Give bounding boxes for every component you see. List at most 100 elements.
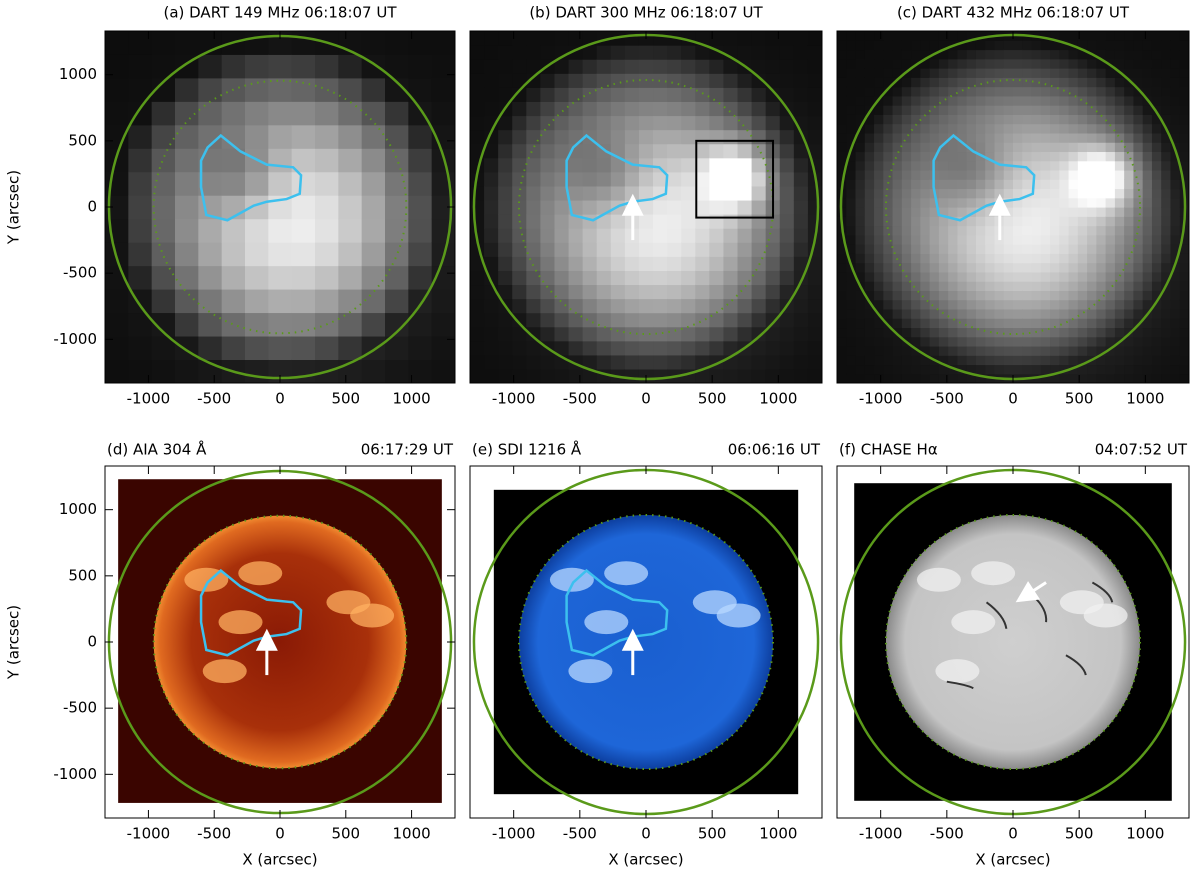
pixel — [901, 345, 912, 356]
pixel — [1151, 179, 1162, 190]
pixel — [883, 188, 894, 199]
pixel — [911, 234, 921, 245]
pixel — [994, 262, 1005, 273]
pixel — [582, 214, 598, 229]
pixel — [938, 151, 949, 162]
pixel — [883, 142, 894, 153]
pixel — [765, 115, 781, 131]
pixel — [1114, 207, 1125, 217]
pixel — [1105, 225, 1116, 236]
pixel — [1059, 207, 1070, 217]
pixel — [128, 359, 153, 383]
pixel — [938, 95, 949, 106]
pixel — [245, 265, 269, 290]
pixel — [1114, 151, 1125, 162]
pixel — [975, 262, 986, 273]
dotted-limb — [884, 513, 1142, 771]
pixel — [1022, 179, 1033, 190]
x-tick-label: 500 — [698, 390, 727, 408]
pixel — [1142, 207, 1153, 217]
pixel — [1151, 142, 1162, 153]
pixel — [846, 58, 857, 69]
x-tick-label: -1000 — [127, 825, 171, 843]
pixel — [779, 340, 795, 356]
bright-region — [202, 659, 247, 684]
pixel — [892, 299, 903, 310]
pixel — [1161, 95, 1172, 106]
pixel — [1013, 318, 1023, 329]
pixel — [1096, 132, 1107, 143]
pixel — [723, 115, 739, 131]
pixel — [1114, 290, 1125, 301]
pixel — [1022, 355, 1033, 366]
pixel — [765, 73, 781, 88]
pixel — [846, 234, 857, 245]
pixel — [1077, 299, 1088, 310]
pixel — [938, 262, 949, 273]
pixel — [948, 169, 959, 180]
pixel — [315, 148, 339, 173]
pixel — [948, 105, 959, 115]
pixel — [1040, 318, 1051, 329]
pixel — [723, 129, 739, 145]
pixel — [837, 327, 847, 338]
pixel — [1040, 197, 1051, 208]
pixel — [1031, 355, 1042, 366]
pixel — [864, 40, 875, 51]
pixel — [966, 105, 977, 115]
pixel — [1040, 364, 1051, 375]
pixel — [610, 171, 626, 187]
contour — [199, 133, 303, 222]
pixel — [610, 59, 626, 74]
pixel — [151, 54, 176, 79]
pixel — [1003, 299, 1014, 310]
pixel — [582, 368, 598, 383]
pixel — [470, 87, 485, 102]
pixel — [975, 160, 986, 171]
pixel — [554, 228, 570, 243]
pixel — [1114, 179, 1125, 190]
pixel — [596, 228, 612, 243]
pixel — [1179, 318, 1189, 329]
pixel — [765, 340, 781, 356]
pixel — [779, 185, 795, 201]
pixel — [431, 101, 455, 126]
pixel — [709, 340, 725, 356]
pixel — [1170, 86, 1181, 97]
pixel — [837, 160, 847, 171]
pixel — [874, 271, 884, 282]
pixel — [765, 326, 781, 342]
bright-region — [218, 610, 263, 635]
pixel — [911, 281, 921, 291]
pixel — [1013, 105, 1023, 115]
pixel — [610, 312, 626, 328]
pixel — [291, 218, 316, 243]
pixel — [1068, 225, 1079, 236]
pixel — [1124, 105, 1135, 115]
pixel — [920, 345, 931, 356]
filament — [946, 680, 974, 690]
pixel — [1142, 169, 1153, 180]
pixel — [554, 340, 570, 356]
contour — [932, 133, 1036, 222]
pixel — [512, 354, 527, 370]
pixel — [938, 364, 949, 375]
pixel — [765, 256, 781, 271]
pixel — [966, 355, 977, 366]
pixel — [985, 207, 996, 217]
pixel — [957, 355, 968, 366]
pixel — [855, 105, 866, 115]
pixel — [1170, 197, 1181, 208]
x-tick-label: 0 — [1008, 825, 1018, 843]
pixel — [1040, 132, 1051, 143]
pixel — [610, 326, 626, 342]
pixel — [864, 114, 875, 125]
pixel — [1031, 105, 1042, 115]
pixel — [1142, 49, 1153, 60]
pixel — [695, 157, 710, 173]
pixel — [985, 253, 996, 264]
pixel — [624, 129, 640, 145]
pixel — [1161, 68, 1172, 78]
pixel — [610, 115, 626, 131]
pixel — [1170, 345, 1181, 356]
